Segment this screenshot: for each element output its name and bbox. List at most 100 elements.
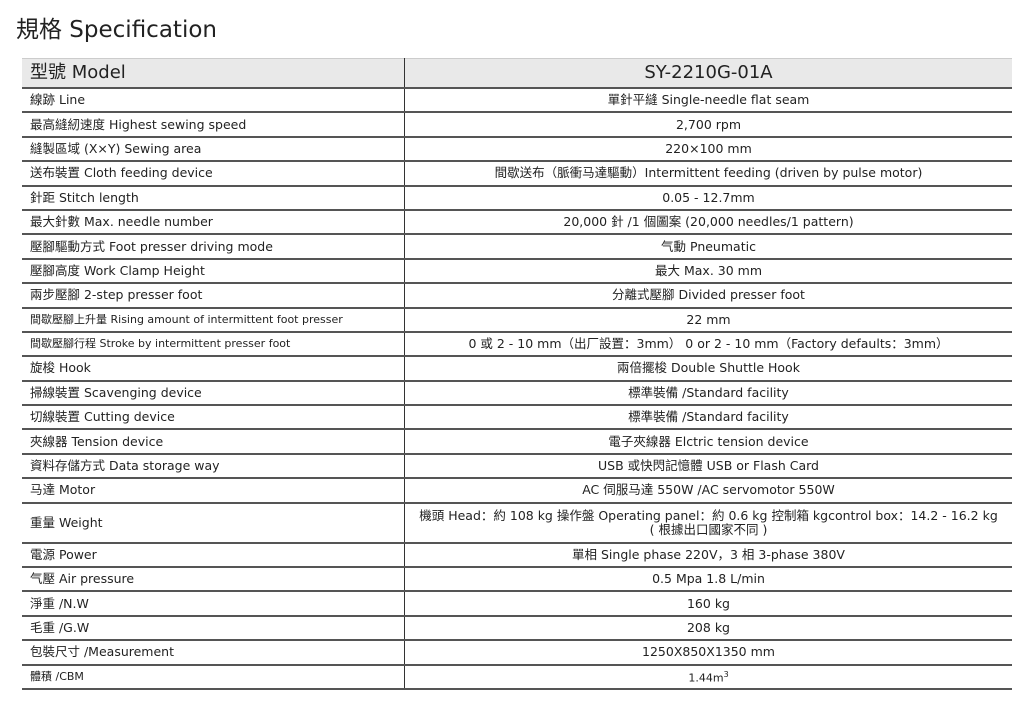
spec-value: 1.44m3 [404,664,1012,691]
table-row: 體積 /CBM 1.44m3 [22,664,1012,691]
table-row: 旋梭 Hook 兩倍擺梭 Double Shuttle Hook [22,356,1012,382]
spec-value-text: 單針平縫 Single-needle flat seam [607,92,810,108]
spec-label: 毛重 /G.W [22,615,405,642]
spec-value: 分離式壓腳 Divided presser foot [404,283,1012,309]
spec-value-text: 22 mm [686,311,731,327]
spec-value-text: 1250X850X1350 mm [642,644,775,660]
spec-value-text: 20,000 針 /1 個圖案 (20,000 needles/1 patter… [563,214,854,230]
table-row: 毛重 /G.W 208 kg [22,615,1012,642]
spec-value-text: 0.05 - 12.7mm [662,189,755,205]
spec-value-text: 電子夾線器 Elctric tension device [608,433,809,449]
spec-value: 0 或 2 - 10 mm（出厂設置：3mm） 0 or 2 - 10 mm（F… [404,331,1012,358]
spec-value: 20,000 針 /1 個圖案 (20,000 needles/1 patter… [404,209,1012,236]
spec-label: 最大針數 Max. needle number [22,209,405,236]
spec-value-text: 單相 Single phase 220V，3 相 3-phase 380V [572,546,845,562]
spec-label: 最高縫紉速度 Highest sewing speed [22,112,405,138]
spec-value-text: 分離式壓腳 Divided presser foot [612,287,805,303]
spec-value: 220×100 mm [404,136,1012,163]
table-row: 縫製區域 (X×Y) Sewing area 220×100 mm [22,136,1012,163]
table-row: 掃線裝置 Scavenging device 標準裝備 /Standard fac… [22,380,1012,407]
spec-label: 電源 Power [22,542,405,569]
spec-value-text: 間歇送布（脈衝马達驅動）Intermittent feeding (driven… [494,165,923,181]
spec-label: 兩步壓腳 2-step presser foot [22,283,405,309]
table-row: 間歇壓腳行程 Stroke by intermittent presser fo… [22,331,1012,358]
spec-label: 包裝尺寸 /Measurement [22,640,405,666]
table-row: 马達 Motor AC 伺服马達 550W /AC servomotor 550W [22,478,1012,504]
spec-value: 機頭 Head：約 108 kg 操作盤 Operating panel：約 0… [404,502,1012,544]
table-row: 切線裝置 Cutting device 標準裝備 /Standard facili… [22,405,1012,431]
spec-value: AC 伺服马達 550W /AC servomotor 550W [404,478,1012,504]
spec-value: 標準裝備 /Standard facility [404,405,1012,431]
spec-label: 切線裝置 Cutting device [22,405,405,431]
page-title: 規格 Specification [16,17,217,43]
spec-value-text: AC 伺服马達 550W /AC servomotor 550W [582,482,835,498]
table-row: 淨重 /N.W 160 kg [22,591,1012,617]
spec-label: 縫製區域 (X×Y) Sewing area [22,136,405,163]
spec-value-text: 220×100 mm [665,140,752,156]
spec-label: 送布裝置 Cloth feeding device [22,161,405,187]
spec-label: 淨重 /N.W [22,591,405,617]
table-row: 資料存儲方式 Data storage way USB 或快閃記憶體 USB or… [22,453,1012,480]
header-label: 型號 Model [22,58,405,89]
spec-value-text: 1.44m [688,671,724,685]
table-row: 兩步壓腳 2-step presser foot 分離式壓腳 Divided pr… [22,283,1012,309]
spec-value: 電子夾線器 Elctric tension device [404,429,1012,455]
superscript: 3 [723,669,729,679]
spec-label: 壓腳驅動方式 Foot presser driving mode [22,234,405,260]
spec-label: 線跡 Line [22,88,405,114]
spec-value: 160 kg [404,591,1012,617]
spec-label: 間歇壓腳行程 Stroke by intermittent presser fo… [22,331,405,358]
table-row: 夾線器 Tension device 電子夾線器 Elctric tension … [22,429,1012,455]
spec-value: 間歇送布（脈衝马達驅動）Intermittent feeding (driven… [404,161,1012,187]
table-row: 送布裝置 Cloth feeding device 間歇送布（脈衝马達驅動）Int… [22,161,1012,187]
table-row: 壓腳驅動方式 Foot presser driving mode 气動 Pneum… [22,234,1012,260]
spec-label: 气壓 Air pressure [22,567,405,593]
spec-value-text: 機頭 Head：約 108 kg 操作盤 Operating panel：約 0… [419,507,998,523]
spec-value-text: 气動 Pneumatic [661,238,756,254]
spec-value-text: 0.5 Mpa 1.8 L/min [652,571,765,587]
spec-label: 夾線器 Tension device [22,429,405,455]
spec-value: 气動 Pneumatic [404,234,1012,260]
spec-value-text: 最大 Max. 30 mm [655,262,762,278]
spec-value-text: 160 kg [686,595,730,611]
spec-label: 旋梭 Hook [22,356,405,382]
spec-label: 重量 Weight [22,502,405,544]
spec-value-text: 208 kg [686,620,730,635]
spec-value-text: 標準裝備 /Standard facility [628,384,789,400]
spec-value: 兩倍擺梭 Double Shuttle Hook [404,356,1012,382]
spec-value-text: 2,700 rpm [675,116,741,132]
spec-label: 體積 /CBM [22,664,405,691]
spec-value: 最大 Max. 30 mm [404,258,1012,285]
table-row: 重量 Weight 機頭 Head：約 108 kg 操作盤 Operating … [22,502,1012,544]
spec-value: 0.5 Mpa 1.8 L/min [404,567,1012,593]
spec-label: 間歇壓腳上升量 Rising amount of intermittent fo… [22,307,405,333]
spec-value: 1250X850X1350 mm [404,640,1012,666]
header-value: SY-2210G-01A [404,58,1012,89]
spec-label: 資料存儲方式 Data storage way [22,453,405,480]
spec-value: 0.05 - 12.7mm [404,185,1012,211]
table-row: 壓腳高度 Work Clamp Height 最大 Max. 30 mm [22,258,1012,285]
spec-value-text: 兩倍擺梭 Double Shuttle Hook [617,360,800,376]
table-row: 電源 Power 單相 Single phase 220V，3 相 3-phase… [22,542,1012,569]
table-row: 最高縫紉速度 Highest sewing speed 2,700 rpm [22,112,1012,138]
spec-label: 掃線裝置 Scavenging device [22,380,405,407]
spec-value: 208 kg [404,615,1012,642]
spec-label: 马達 Motor [22,478,405,504]
spec-label: 針距 Stitch length [22,185,405,211]
spec-value: 22 mm [404,307,1012,333]
table-row: 最大針數 Max. needle number 20,000 針 /1 個圖案 (… [22,209,1012,236]
spec-value-note: ( 根據出口國家不同 ) [649,521,768,537]
table-row: 气壓 Air pressure 0.5 Mpa 1.8 L/min [22,567,1012,593]
spec-table: 型號 Model SY-2210G-01A 線跡 Line 單針平縫 Single… [22,58,1012,691]
table-row: 間歇壓腳上升量 Rising amount of intermittent fo… [22,307,1012,333]
spec-value: 2,700 rpm [404,112,1012,138]
table-row: 線跡 Line 單針平縫 Single-needle flat seam [22,88,1012,114]
spec-value-text: 標準裝備 /Standard facility [628,409,789,425]
table-row: 針距 Stitch length 0.05 - 12.7mm [22,185,1012,211]
spec-value: USB 或快閃記憶體 USB or Flash Card [404,453,1012,480]
spec-value: 單針平縫 Single-needle flat seam [404,88,1012,114]
table-row: 包裝尺寸 /Measurement 1250X850X1350 mm [22,640,1012,666]
spec-value-text: USB 或快閃記憶體 USB or Flash Card [598,458,819,474]
spec-value: 標準裝備 /Standard facility [404,380,1012,407]
spec-value: 單相 Single phase 220V，3 相 3-phase 380V [404,542,1012,569]
